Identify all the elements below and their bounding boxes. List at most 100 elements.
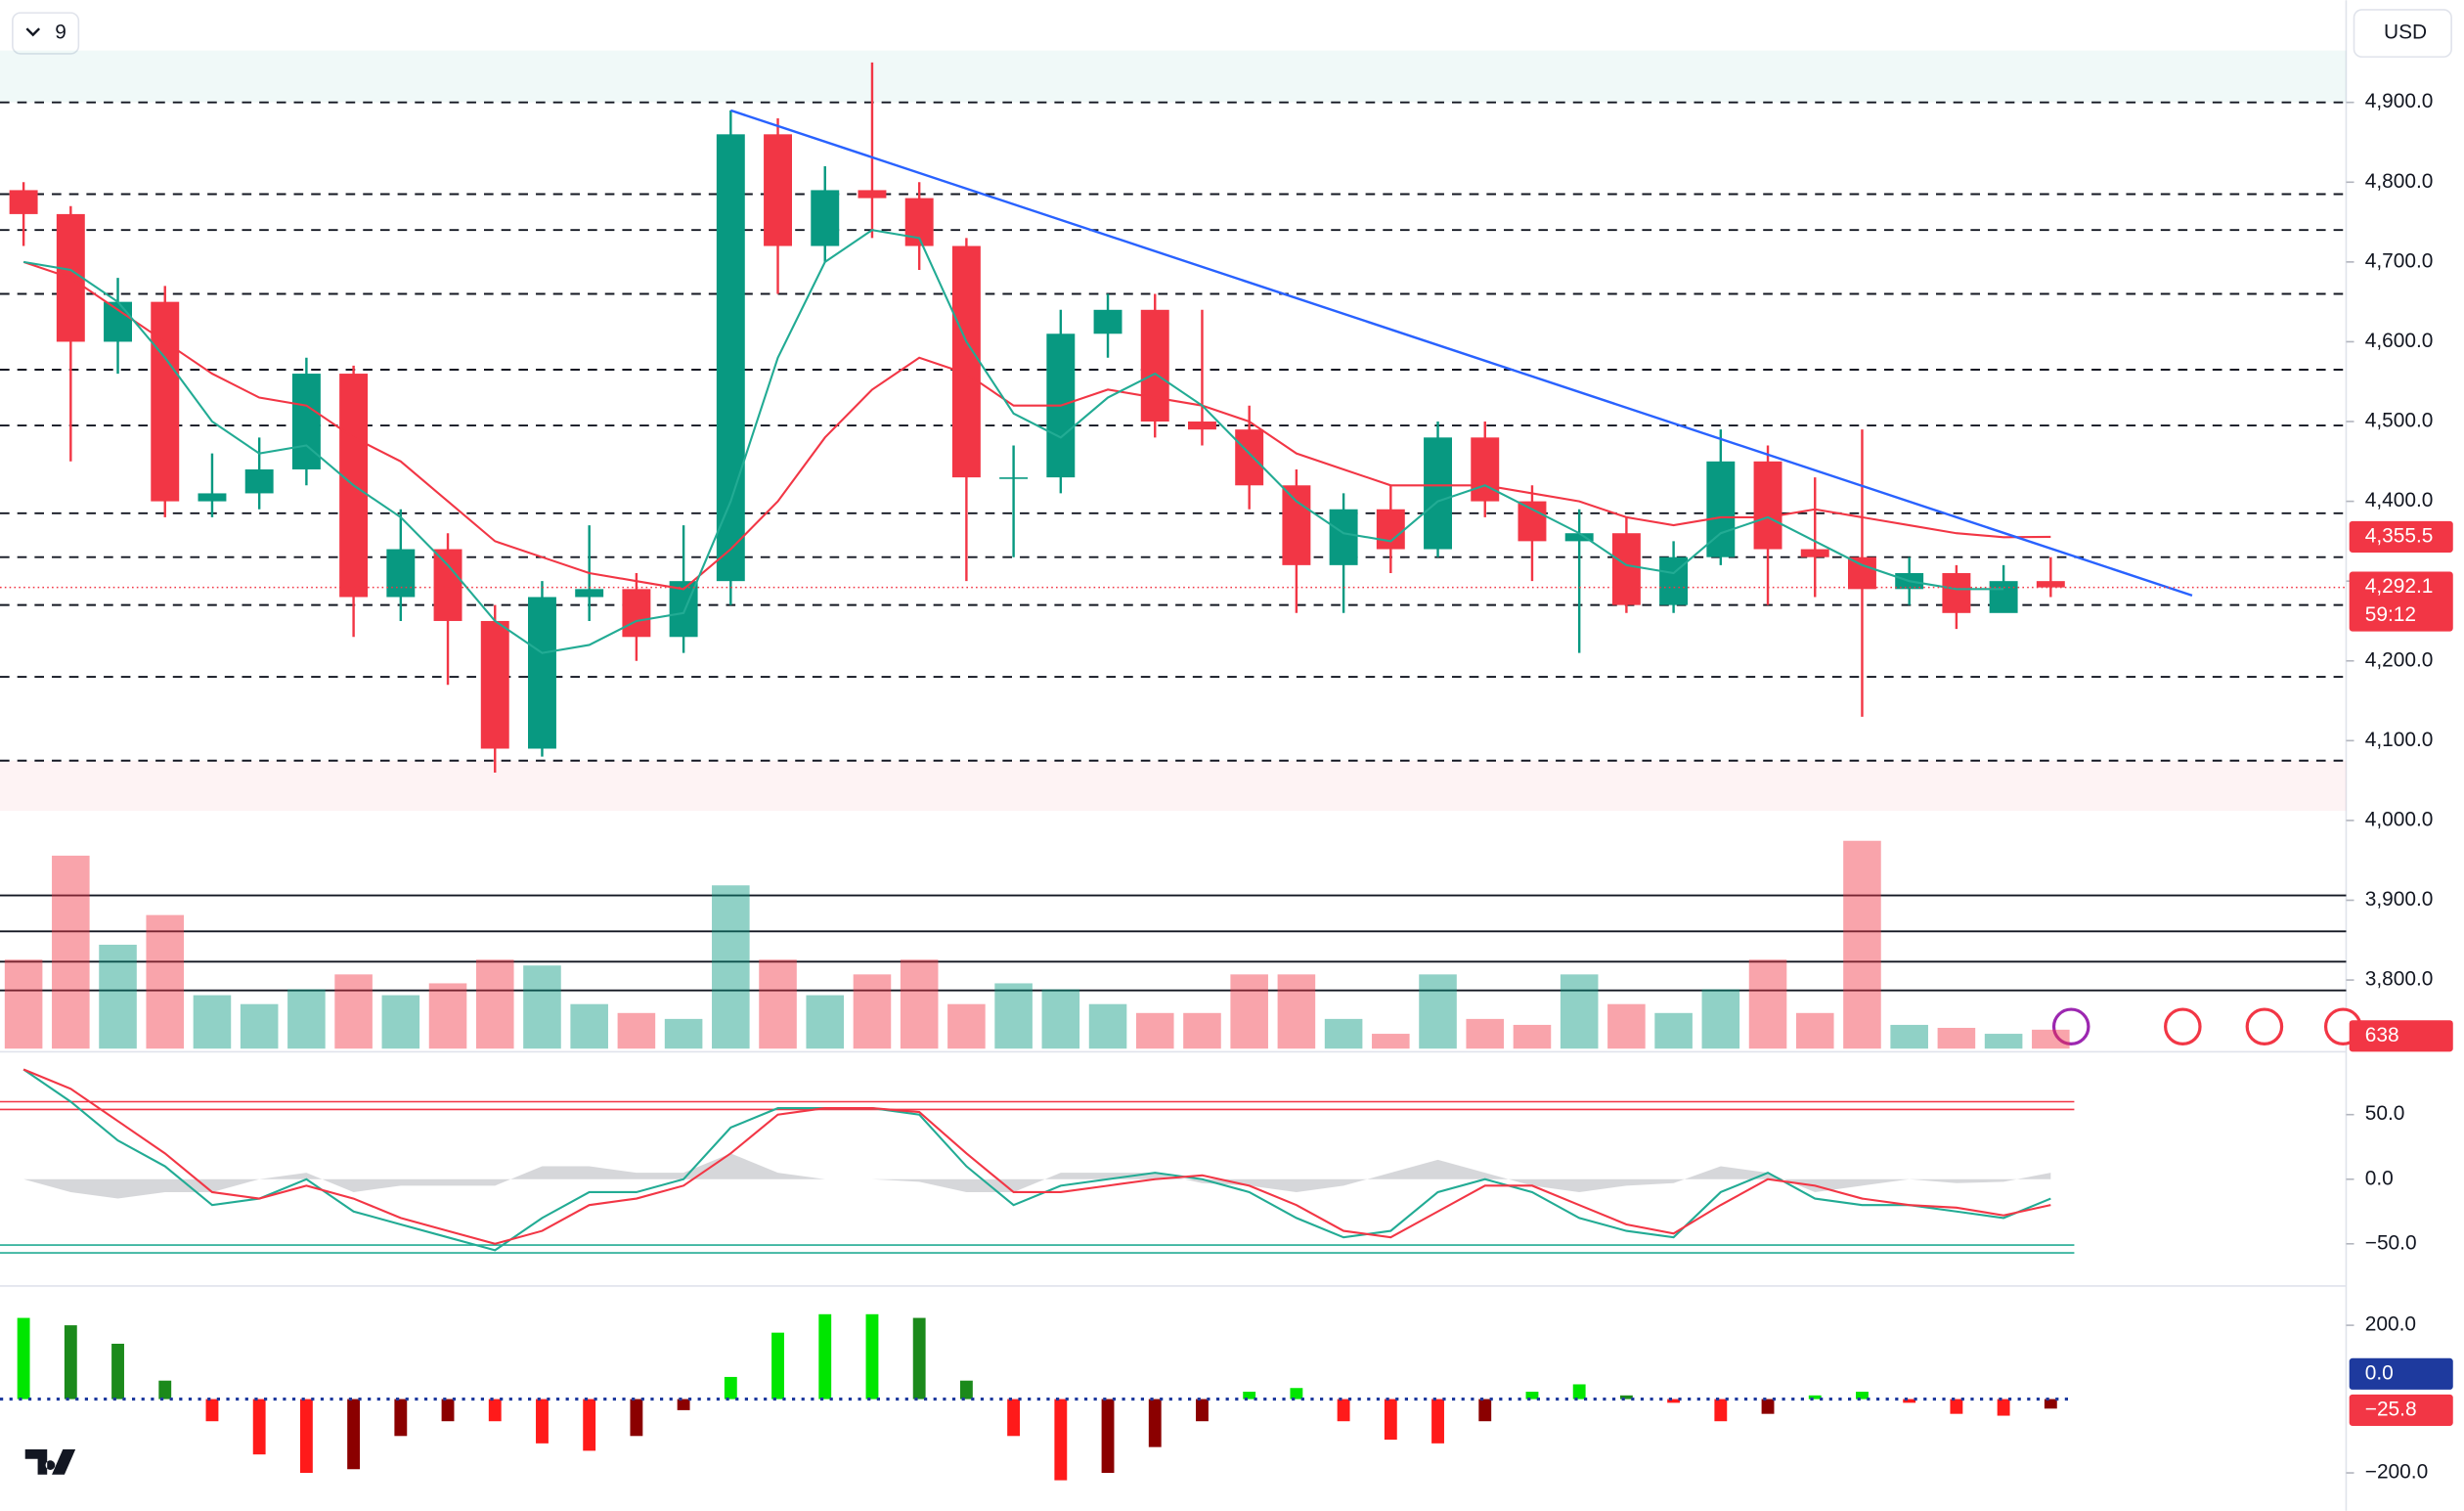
volume-bar — [1890, 1024, 1928, 1049]
candle-body — [386, 549, 416, 598]
macd-bar — [959, 1380, 973, 1400]
volume-bar — [1277, 974, 1316, 1049]
volume-bar — [1748, 959, 1787, 1049]
interval: 9 — [55, 22, 66, 44]
histogram-area — [23, 1153, 2051, 1199]
macd-bar — [1148, 1399, 1162, 1447]
volume-bar — [759, 959, 797, 1049]
flag-icon[interactable] — [2164, 1007, 2202, 1046]
candle-body — [1376, 509, 1405, 550]
ma-label: 4,355.5 — [2365, 524, 2434, 547]
event-icon[interactable] — [2051, 1007, 2090, 1046]
candle-body — [1471, 437, 1500, 502]
macd-bar — [299, 1399, 313, 1474]
volume-bar — [1701, 989, 1740, 1049]
countdown: 59:12 — [2365, 603, 2416, 626]
macd-bar — [1950, 1399, 1963, 1414]
volume-bar — [52, 855, 90, 1049]
volume-bar — [1466, 1018, 1505, 1049]
zone — [0, 50, 2347, 103]
currency-button[interactable]: USD — [2353, 9, 2452, 58]
macd-bar — [111, 1343, 124, 1400]
macd-bar — [1619, 1395, 1633, 1400]
signal-label-box — [2349, 1357, 2453, 1390]
y-tick-label: 0.0 — [2365, 1167, 2394, 1189]
volume-bar — [193, 995, 232, 1049]
y-tick-label: 4,900.0 — [2365, 90, 2434, 112]
moving-average — [22, 260, 2051, 591]
candle-body — [9, 190, 38, 214]
macd-bar — [583, 1399, 596, 1451]
currency-box[interactable] — [2353, 9, 2452, 58]
macd-bar — [1054, 1399, 1068, 1481]
volume-bar — [1419, 974, 1457, 1049]
candle-body — [2036, 581, 2065, 588]
volume-bar — [1607, 1003, 1646, 1049]
y-tick-label: 4,100.0 — [2365, 729, 2434, 751]
volume-bar — [1984, 1034, 2023, 1049]
candle-body — [1564, 533, 1594, 542]
volume-bar — [4, 959, 43, 1049]
candle-body — [951, 245, 981, 478]
volume-label: 638 — [2365, 1024, 2399, 1046]
candle-body — [858, 190, 887, 199]
volume-bar — [1324, 1018, 1363, 1049]
flag-icon[interactable] — [2245, 1007, 2284, 1046]
macd-bar — [1714, 1399, 1728, 1422]
volume-bar — [1372, 1034, 1410, 1049]
volume-bar — [1843, 840, 1881, 1049]
macd-bar — [1007, 1399, 1021, 1437]
macd-bar — [1384, 1399, 1397, 1441]
volume-bar — [712, 885, 750, 1049]
y-tick-label: 4,500.0 — [2365, 410, 2434, 432]
macd-bar — [1667, 1399, 1681, 1403]
candle-body — [1942, 573, 1971, 613]
macd-bar — [1337, 1399, 1350, 1422]
volume-bar — [664, 1018, 703, 1049]
candle-body — [1093, 309, 1122, 334]
oscillator-line — [22, 1068, 2051, 1252]
volume-bar — [806, 995, 845, 1049]
volume-bar — [240, 1003, 279, 1049]
volume-bar — [428, 983, 467, 1049]
volume-bar — [994, 983, 1033, 1049]
y-tick-label: 4,200.0 — [2365, 648, 2434, 671]
macd-bar — [1196, 1399, 1209, 1422]
macd-bar — [1572, 1384, 1586, 1400]
volume-bar — [2032, 1029, 2070, 1049]
macd-bar — [1761, 1399, 1775, 1414]
volume-bar — [146, 914, 185, 1049]
zone — [0, 760, 2347, 812]
candle-body — [1611, 533, 1641, 605]
candle-body — [1989, 581, 2018, 613]
candle-body — [1424, 437, 1452, 550]
signal-label: 0.0 — [2365, 1361, 2394, 1384]
volume-bar — [334, 974, 373, 1049]
price-label-box — [2349, 571, 2453, 632]
currency: USD — [2384, 22, 2427, 44]
candle-body — [1282, 485, 1311, 565]
y-tick-label: 4,600.0 — [2365, 330, 2434, 352]
interval-box[interactable] — [12, 12, 80, 55]
macd-bar — [724, 1376, 737, 1400]
macd-bar — [1101, 1399, 1115, 1474]
y-tick-label: 4,000.0 — [2365, 808, 2434, 830]
macd-bar — [1290, 1388, 1303, 1400]
macd-bar — [1431, 1399, 1444, 1444]
volume-bar — [1560, 974, 1599, 1049]
candle-body — [716, 134, 745, 582]
interval-button[interactable]: 9 — [12, 12, 80, 55]
macd-bar — [1997, 1399, 2010, 1416]
macd-bar — [677, 1399, 690, 1410]
candle-body — [764, 134, 792, 246]
macd-bar — [1243, 1392, 1256, 1400]
y-tick-label: −200.0 — [2365, 1461, 2428, 1484]
y-tick-label: 200.0 — [2365, 1313, 2416, 1336]
volume-bar — [1795, 1012, 1834, 1049]
moving-average — [22, 229, 2004, 654]
macd-bar — [912, 1317, 926, 1400]
candle-body — [1188, 422, 1216, 430]
macd-bar — [2044, 1399, 2057, 1409]
macd-bar — [1856, 1392, 1869, 1400]
candle-body — [999, 477, 1029, 479]
